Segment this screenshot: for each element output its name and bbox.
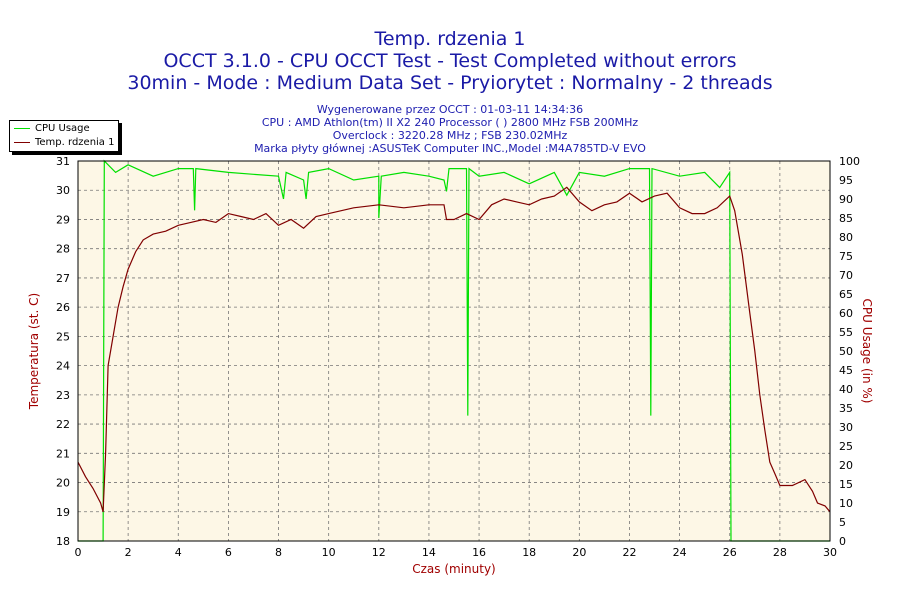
y-right-tick-label: 20 [839, 459, 853, 472]
y-right-tick-label: 70 [839, 269, 853, 282]
y-left-tick-label: 22 [56, 418, 70, 431]
y-right-tick-label: 80 [839, 231, 853, 244]
x-axis-label: Czas (minuty) [412, 562, 496, 576]
y-right-tick-label: 25 [839, 440, 853, 453]
x-tick-label: 2 [125, 546, 132, 559]
series-line-temperature [77, 186, 831, 513]
x-tick-label: 24 [673, 546, 687, 559]
y-left-tick-label: 23 [56, 389, 70, 402]
y-right-tick-label: 40 [839, 383, 853, 396]
y-right-tick-label: 85 [839, 212, 853, 225]
y-right-tick-label: 35 [839, 402, 853, 415]
y-left-tick-label: 25 [56, 330, 70, 343]
y-right-tick-label: 30 [839, 421, 853, 434]
x-tick-label: 22 [622, 546, 636, 559]
y-left-tick-label: 29 [56, 213, 70, 226]
y-left-tick-label: 31 [56, 155, 70, 168]
system-info-line: CPU : AMD Athlon(tm) II X2 240 Processor… [261, 116, 639, 129]
legend-swatch-cpu-usage [14, 127, 30, 129]
y-right-tick-label: 95 [839, 174, 853, 187]
y-left-tick-label: 28 [56, 243, 70, 256]
chart-legend: CPU Usage Temp. rdzenia 1 [9, 120, 119, 152]
x-tick-label: 26 [723, 546, 737, 559]
x-tick-label: 10 [322, 546, 336, 559]
y-right-tick-label: 10 [839, 497, 853, 510]
y-right-tick-label: 45 [839, 364, 853, 377]
y-left-tick-label: 27 [56, 272, 70, 285]
x-tick-label: 0 [75, 546, 82, 559]
y-right-tick-label: 90 [839, 193, 853, 206]
plot-frame [77, 160, 831, 542]
chart-title-line: Temp. rdzenia 1 [374, 28, 526, 50]
legend-swatch-temperature [14, 141, 30, 143]
y-left-tick-label: 21 [56, 447, 70, 460]
chart-title-line: OCCT 3.1.0 - CPU OCCT Test - Test Comple… [163, 50, 737, 72]
y-right-tick-label: 60 [839, 307, 853, 320]
y-right-tick-label: 15 [839, 478, 853, 491]
x-tick-label: 30 [823, 546, 837, 559]
x-tick-label: 14 [422, 546, 436, 559]
legend-entry-temperature: Temp. rdzenia 1 [14, 137, 114, 149]
x-tick-label: 4 [175, 546, 182, 559]
y-left-tick-label: 26 [56, 301, 70, 314]
system-info-line: Overclock : 3220.28 MHz ; FSB 230.02MHz [332, 129, 568, 142]
y-left-tick-label: 19 [56, 506, 70, 519]
y-right-axis-label: CPU Usage (in %) [860, 299, 874, 404]
system-info-line: Wygenerowane przez OCCT : 01-03-11 14:34… [316, 103, 584, 116]
y-right-tick-label: 0 [839, 535, 846, 548]
chart-title-line: 30min - Mode : Medium Data Set - Pryiory… [127, 72, 773, 94]
y-left-tick-label: 30 [56, 184, 70, 197]
y-left-axis-label: Temperatura (st. C) [27, 293, 41, 410]
x-tick-label: 12 [372, 546, 386, 559]
x-tick-label: 20 [572, 546, 586, 559]
plot-area [78, 161, 830, 541]
system-info-line: Marka płyty głównej :ASUSTeK Computer IN… [254, 142, 646, 155]
x-tick-label: 6 [225, 546, 232, 559]
y-right-tick-label: 55 [839, 326, 853, 339]
legend-label: CPU Usage [35, 123, 90, 134]
x-tick-label: 16 [472, 546, 486, 559]
series-line-cpu-usage [78, 159, 830, 542]
y-left-tick-label: 18 [56, 535, 70, 548]
x-tick-label: 18 [522, 546, 536, 559]
legend-entry-cpu-usage: CPU Usage [14, 123, 90, 135]
x-tick-label: 8 [275, 546, 282, 559]
y-right-tick-label: 65 [839, 288, 853, 301]
y-right-tick-label: 5 [839, 516, 846, 529]
x-tick-label: 28 [773, 546, 787, 559]
y-right-tick-label: 75 [839, 250, 853, 263]
y-left-tick-label: 24 [56, 360, 70, 373]
legend-label: Temp. rdzenia 1 [35, 137, 115, 148]
y-left-tick-label: 20 [56, 477, 70, 490]
y-right-tick-label: 50 [839, 345, 853, 358]
y-right-tick-label: 100 [839, 155, 860, 168]
